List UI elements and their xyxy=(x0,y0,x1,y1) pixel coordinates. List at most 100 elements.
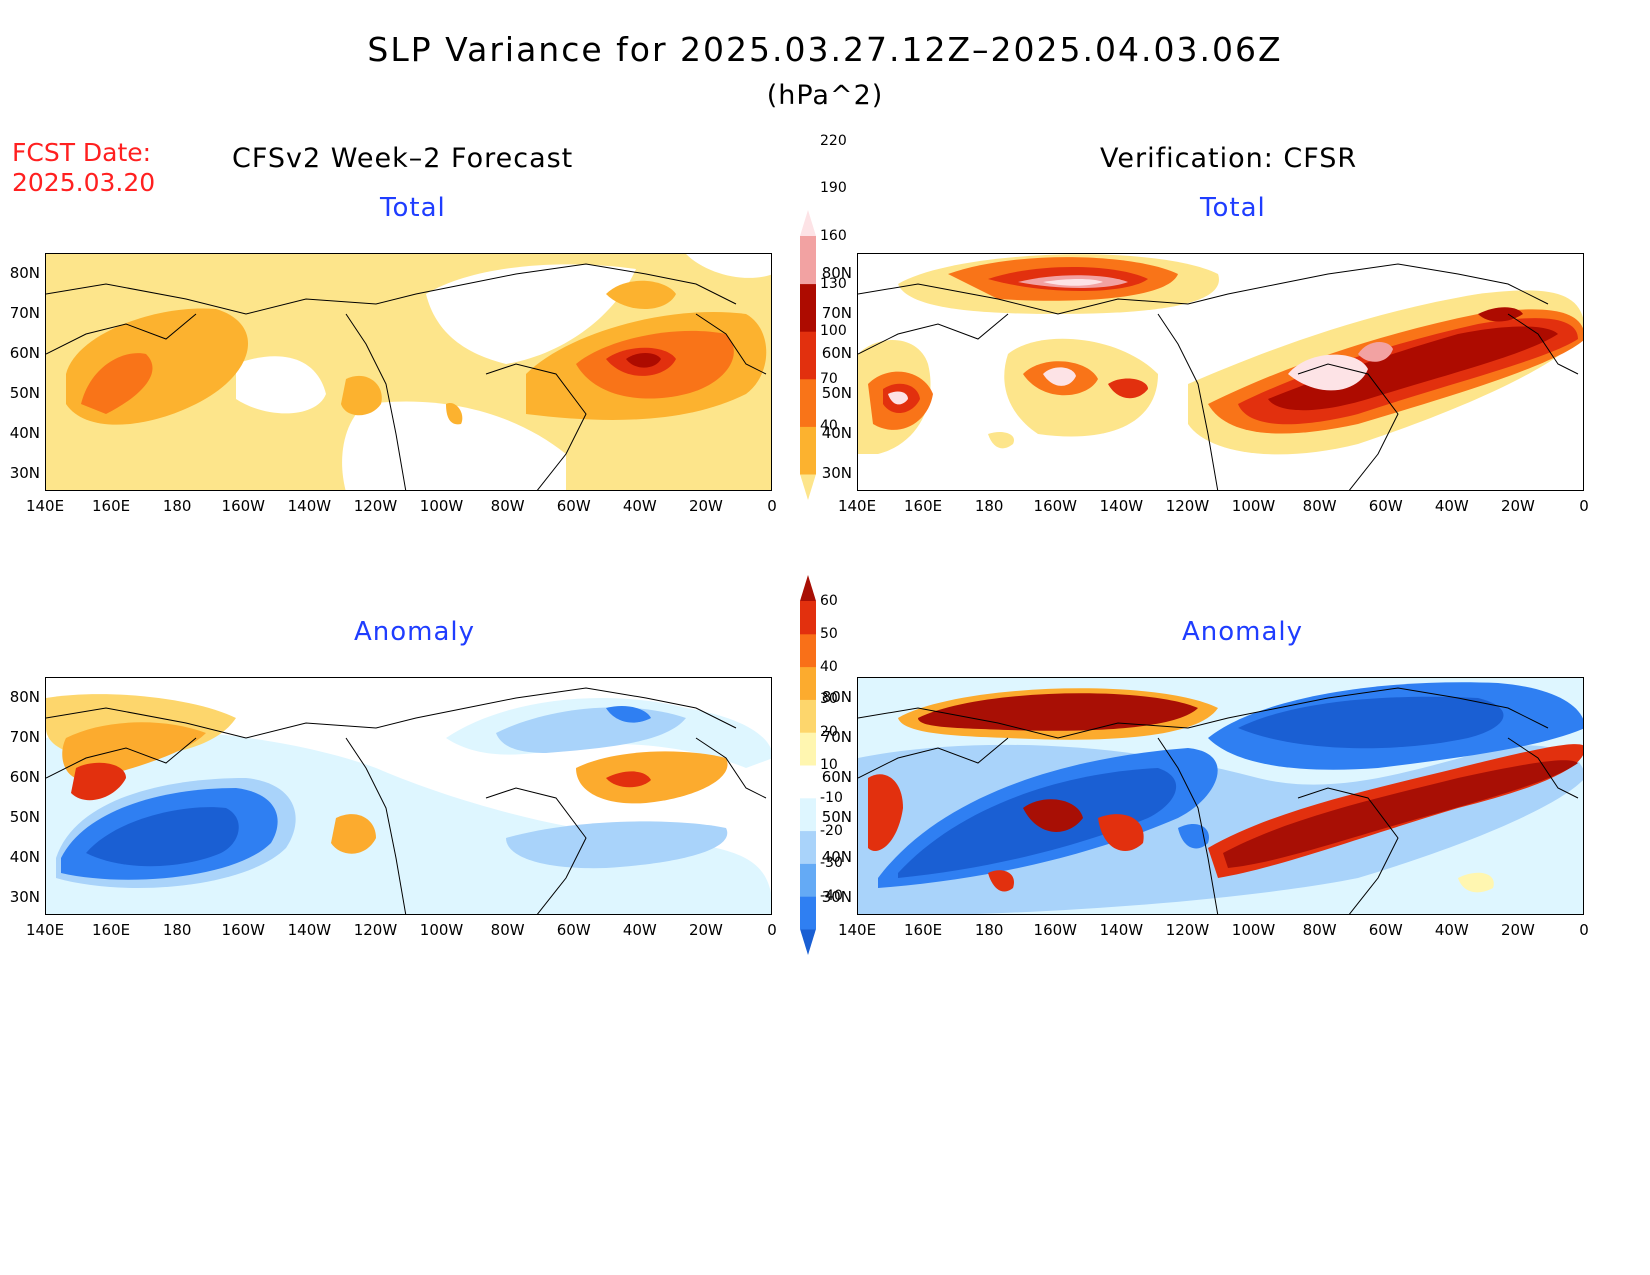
lat-label: 60N xyxy=(9,344,40,362)
lon-label: 20W xyxy=(688,497,723,515)
verification-column-title: Verification: CFSR xyxy=(1100,143,1358,174)
lon-label: 100W xyxy=(419,921,464,939)
colorbar-box xyxy=(800,797,816,832)
fcst-date-label: FCST Date: xyxy=(12,138,152,167)
lon-label: 140E xyxy=(837,921,877,939)
lat-label: 30N xyxy=(821,464,852,482)
colorbar-box xyxy=(800,378,816,427)
lon-label: 40W xyxy=(622,497,657,515)
colorbar-bottom-triangle xyxy=(800,474,816,500)
lon-label: 140E xyxy=(25,921,65,939)
colorbar-level: 160 xyxy=(820,228,847,244)
colorbar-box xyxy=(800,283,816,332)
verification-anomaly-title: Anomaly xyxy=(1182,617,1304,647)
colorbar-level: -10 xyxy=(820,789,843,806)
lon-label: 140W xyxy=(287,921,332,939)
colorbar-box xyxy=(800,765,816,799)
colorbar-total xyxy=(800,210,816,500)
fcst-date-value: 2025.03.20 xyxy=(12,168,156,197)
colorbar-box xyxy=(800,236,816,285)
lon-label: 140W xyxy=(1099,497,1144,515)
lon-label: 160E xyxy=(92,497,131,515)
lat-label: 70N xyxy=(9,304,40,322)
units-label: (hPa^2) xyxy=(766,80,884,111)
lon-label: 0 xyxy=(1579,497,1589,515)
verification-anomaly-map xyxy=(857,677,1584,915)
colorbar-anomaly xyxy=(800,575,816,955)
lat-label: 70N xyxy=(821,728,852,746)
lon-label: 80W xyxy=(1302,921,1337,939)
lat-label: 60N xyxy=(821,768,852,786)
lon-label: 120W xyxy=(353,921,398,939)
colorbar-level: 30 xyxy=(820,691,838,708)
lat-label: 60N xyxy=(9,768,40,786)
lon-label: 40W xyxy=(1434,497,1469,515)
lon-label: 160W xyxy=(1033,497,1077,515)
lon-label: 0 xyxy=(1579,921,1589,939)
colorbar-box xyxy=(800,426,816,475)
lon-label: 60W xyxy=(556,497,591,515)
lat-label: 30N xyxy=(9,464,40,482)
lon-label: 160W xyxy=(221,921,265,939)
colorbar-top-triangle xyxy=(800,210,816,236)
colorbar-box xyxy=(800,601,816,635)
lon-label: 180 xyxy=(162,497,192,515)
lon-label: 40W xyxy=(1434,921,1469,939)
lat-label: 40N xyxy=(821,848,852,866)
colorbar-level: -20 xyxy=(820,822,843,839)
lon-label: 100W xyxy=(1231,921,1276,939)
fcst-date: FCST Date: 2025.03.20 xyxy=(12,138,155,198)
colorbar-level: -40 xyxy=(820,888,843,905)
lon-label: 140E xyxy=(837,497,877,515)
lon-label: 60W xyxy=(556,921,591,939)
lon-label: 0 xyxy=(767,497,777,515)
lat-label: 50N xyxy=(821,384,852,402)
lat-label: 40N xyxy=(821,424,852,442)
colorbar-level: 220 xyxy=(820,132,847,149)
lon-label: 40W xyxy=(622,921,657,939)
colorbar-level: 130 xyxy=(820,275,847,292)
forecast-total-map xyxy=(45,253,772,491)
colorbar-top-triangle xyxy=(800,575,816,601)
colorbar-level: 40 xyxy=(820,418,838,435)
lon-label: 20W xyxy=(1500,497,1535,515)
lon-label: 180 xyxy=(974,921,1004,939)
lat-label: 80N xyxy=(821,688,852,706)
verification-total-map xyxy=(857,253,1584,491)
lon-label: 100W xyxy=(1231,497,1276,515)
colorbar-level: -30 xyxy=(820,855,843,872)
colorbar-level: 20 xyxy=(820,724,838,741)
colorbar-level: 190 xyxy=(820,180,847,197)
lon-label: 20W xyxy=(1500,921,1535,939)
colorbar-level: 50 xyxy=(820,625,838,642)
lon-label: 20W xyxy=(688,921,723,939)
lat-label: 80N xyxy=(821,264,852,282)
lon-label: 160E xyxy=(904,497,943,515)
lon-label: 140E xyxy=(25,497,65,515)
lon-label: 160W xyxy=(221,497,265,515)
colorbar-box xyxy=(800,896,816,930)
colorbar-level: 10 xyxy=(820,757,838,773)
lat-label: 40N xyxy=(9,848,40,866)
lat-label: 30N xyxy=(9,888,40,906)
lon-label: 100W xyxy=(419,497,464,515)
lon-label: 0 xyxy=(767,921,777,939)
forecast-column-title: CFSv2 Week–2 Forecast xyxy=(232,143,574,174)
lon-label: 140W xyxy=(287,497,332,515)
lon-label: 120W xyxy=(353,497,398,515)
lat-label: 80N xyxy=(9,688,40,706)
lon-label: 180 xyxy=(974,497,1004,515)
lat-label: 50N xyxy=(9,384,40,402)
forecast-total-title: Total xyxy=(380,193,446,223)
forecast-anomaly-title: Anomaly xyxy=(354,617,476,647)
lat-label: 60N xyxy=(821,344,852,362)
lon-label: 140W xyxy=(1099,921,1144,939)
colorbar-level: 40 xyxy=(820,658,838,675)
colorbar-level: 70 xyxy=(820,370,838,387)
colorbar-box xyxy=(800,666,816,700)
lon-label: 160W xyxy=(1033,921,1077,939)
lat-label: 50N xyxy=(821,808,852,826)
main-title: SLP Variance for 2025.03.27.12Z–2025.04.… xyxy=(367,30,1283,69)
colorbar-level: 60 xyxy=(820,593,838,609)
lat-label: 80N xyxy=(9,264,40,282)
